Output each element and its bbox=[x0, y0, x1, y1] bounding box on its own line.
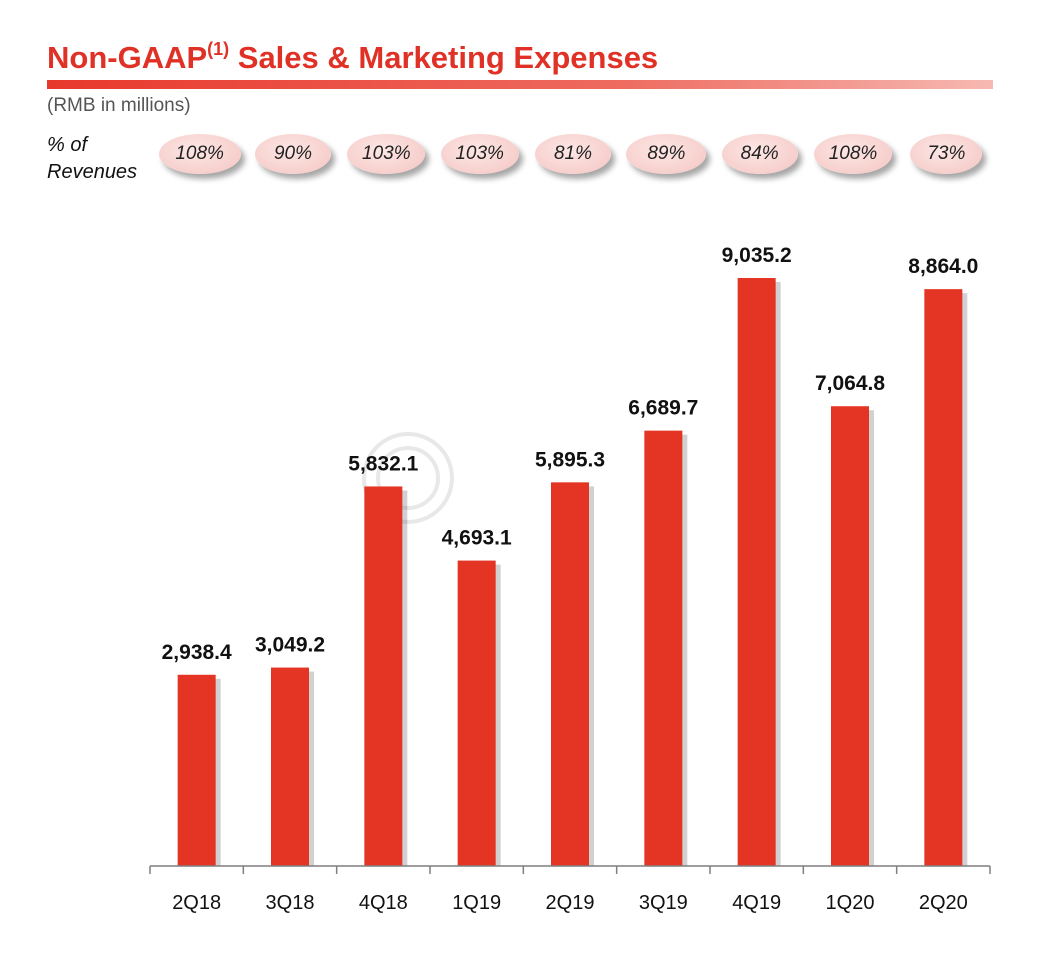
pct-of-revenues-pill: 90% bbox=[255, 134, 331, 174]
data-label: 2,938.4 bbox=[162, 641, 232, 664]
x-tick-label: 2Q20 bbox=[919, 892, 968, 914]
pct-of-revenues-pill: 73% bbox=[910, 134, 983, 174]
data-label: 4,693.1 bbox=[442, 527, 512, 550]
title-underline bbox=[47, 80, 993, 89]
data-label: 5,832.1 bbox=[348, 452, 418, 475]
pct-of-revenues-pill: 103% bbox=[347, 134, 426, 174]
unit-subtitle: (RMB in millions) bbox=[47, 95, 191, 116]
x-tick-label: 4Q18 bbox=[359, 892, 408, 914]
watermark-logo bbox=[362, 432, 454, 524]
page-title: Non-GAAP(1) Sales & Marketing Expenses bbox=[47, 38, 659, 75]
x-tick-label: 3Q19 bbox=[639, 892, 688, 914]
data-label: 9,035.2 bbox=[722, 244, 792, 267]
bar bbox=[551, 482, 589, 866]
pct-of-revenues-pill: 84% bbox=[721, 134, 798, 174]
data-label: 8,864.0 bbox=[908, 255, 978, 278]
pct-label-line2: Revenues bbox=[47, 161, 138, 183]
bar bbox=[177, 674, 216, 866]
pct-of-revenues-pill: 103% bbox=[440, 134, 519, 174]
x-tick-label: 2Q18 bbox=[172, 892, 221, 914]
bar bbox=[271, 667, 309, 866]
pct-label-line1: % of bbox=[47, 134, 88, 156]
bar bbox=[364, 486, 403, 866]
x-tick-label: 3Q18 bbox=[266, 892, 315, 914]
pct-of-revenues-pill: 89% bbox=[626, 134, 707, 174]
bar bbox=[831, 406, 869, 866]
pct-of-revenues-pill: 81% bbox=[535, 134, 611, 174]
x-tick-label: 2Q19 bbox=[546, 892, 595, 914]
data-label: 3,049.2 bbox=[255, 634, 325, 657]
x-tick-label: 1Q20 bbox=[826, 892, 875, 914]
pct-of-revenues-label: % of Revenues bbox=[47, 132, 157, 186]
bar bbox=[644, 430, 683, 866]
pct-of-revenues-pill: 108% bbox=[158, 134, 241, 174]
bar bbox=[737, 278, 776, 866]
data-label: 5,895.3 bbox=[535, 448, 605, 471]
bar bbox=[457, 560, 496, 866]
pct-of-revenues-pill: 108% bbox=[814, 134, 892, 174]
x-tick-label: 1Q19 bbox=[452, 892, 501, 914]
data-label: 6,689.7 bbox=[628, 397, 698, 420]
data-label: 7,064.8 bbox=[815, 372, 885, 395]
bar bbox=[924, 289, 963, 866]
x-tick-label: 4Q19 bbox=[732, 892, 781, 914]
